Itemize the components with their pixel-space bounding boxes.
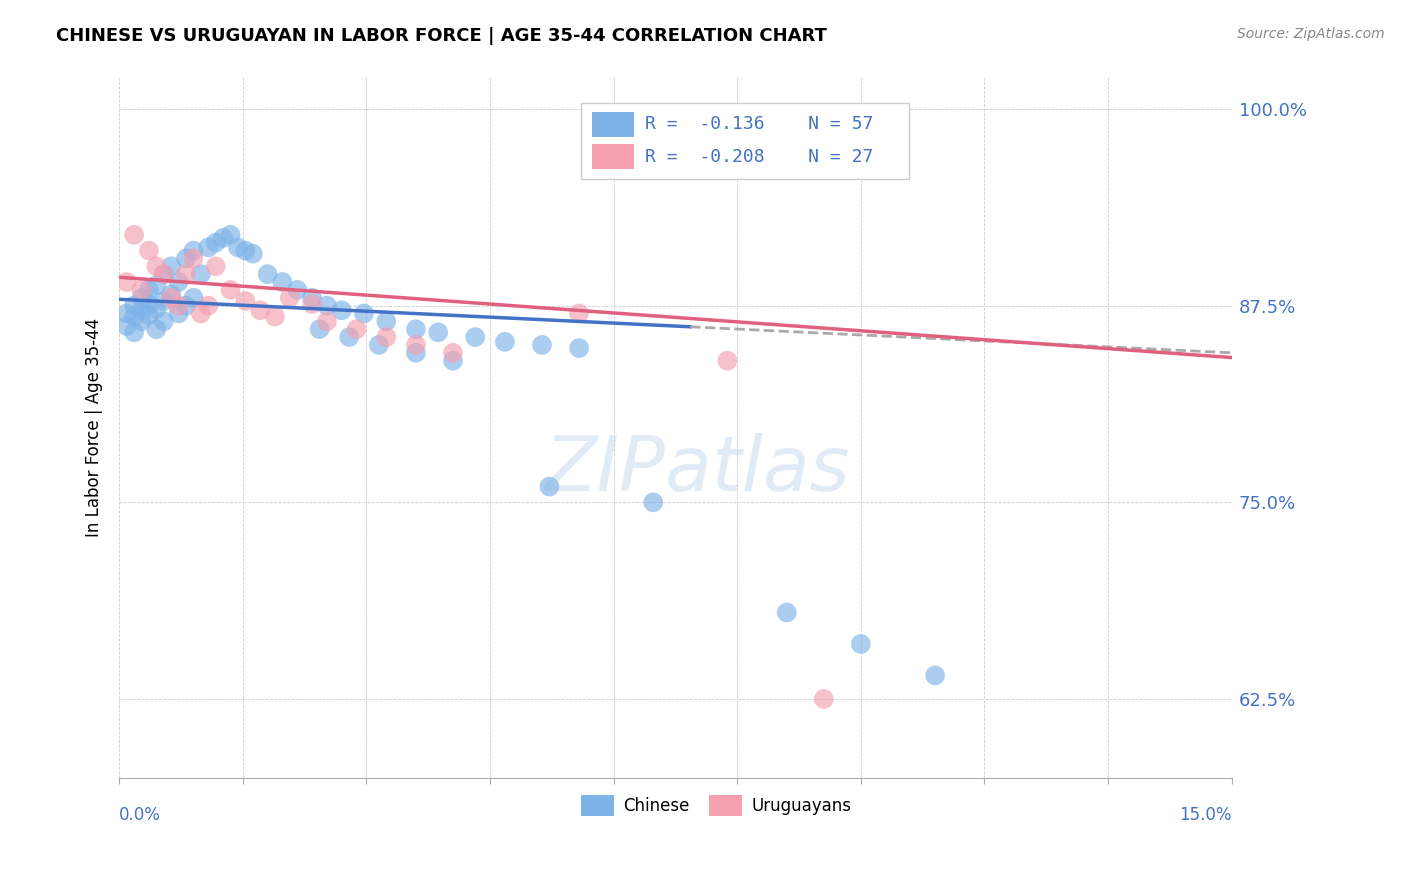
Text: ZIPatlas: ZIPatlas (546, 433, 851, 507)
Text: Source: ZipAtlas.com: Source: ZipAtlas.com (1237, 27, 1385, 41)
Point (204, 260, 226, 274)
Point (122, 310, 145, 324)
Text: Chinese: Chinese (623, 797, 689, 814)
Point (160, 260, 183, 274)
Point (776, 606, 799, 620)
Point (233, 244, 256, 258)
Point (285, 283, 308, 297)
Point (330, 303, 353, 318)
FancyBboxPatch shape (592, 144, 634, 169)
Point (219, 283, 242, 297)
Text: 15.0%: 15.0% (1180, 806, 1232, 824)
Point (242, 246, 264, 260)
Point (346, 322, 368, 336)
Point (174, 252, 197, 266)
Point (924, 668, 946, 682)
Point (190, 306, 212, 320)
FancyBboxPatch shape (592, 112, 634, 137)
Point (152, 314, 174, 328)
Point (131, 314, 153, 328)
Point (138, 244, 160, 258)
Point (131, 303, 153, 318)
Point (190, 267, 212, 281)
Point (405, 346, 427, 360)
Point (375, 314, 398, 328)
Point (183, 244, 205, 258)
Point (212, 231, 235, 245)
Point (271, 275, 294, 289)
Point (138, 308, 160, 322)
Point (308, 322, 330, 336)
Point (152, 293, 174, 308)
FancyBboxPatch shape (709, 795, 742, 816)
Text: R =  -0.208    N = 27: R = -0.208 N = 27 (645, 147, 873, 166)
Point (256, 267, 278, 281)
Point (204, 235, 226, 250)
Point (160, 291, 183, 305)
Point (145, 322, 167, 336)
Point (716, 353, 738, 368)
Point (264, 310, 287, 324)
Point (145, 278, 167, 293)
Point (494, 334, 516, 349)
Point (115, 275, 138, 289)
Point (122, 326, 145, 340)
Point (849, 637, 872, 651)
Point (813, 692, 835, 706)
Point (197, 240, 219, 254)
Point (138, 283, 160, 297)
Point (197, 299, 219, 313)
Point (278, 291, 301, 305)
Point (249, 303, 271, 318)
Point (145, 301, 167, 316)
Text: R =  -0.136    N = 57: R = -0.136 N = 57 (645, 115, 873, 134)
Point (174, 299, 197, 313)
Point (367, 338, 389, 352)
Point (160, 287, 183, 301)
Point (538, 479, 561, 493)
Point (145, 260, 167, 274)
Point (405, 338, 427, 352)
Point (316, 314, 339, 328)
Point (115, 319, 138, 334)
Point (405, 322, 427, 336)
Point (152, 267, 174, 281)
Text: 0.0%: 0.0% (120, 806, 162, 824)
Text: CHINESE VS URUGUAYAN IN LABOR FORCE | AGE 35-44 CORRELATION CHART: CHINESE VS URUGUAYAN IN LABOR FORCE | AG… (56, 27, 827, 45)
Point (375, 330, 398, 344)
Point (530, 338, 553, 352)
Point (174, 267, 197, 281)
Point (167, 299, 190, 313)
Text: Uruguayans: Uruguayans (751, 797, 851, 814)
Point (427, 326, 450, 340)
Point (138, 297, 160, 311)
Point (167, 306, 190, 320)
Point (115, 306, 138, 320)
Point (316, 299, 339, 313)
Point (226, 240, 249, 254)
Point (233, 293, 256, 308)
Point (337, 330, 360, 344)
Point (301, 291, 323, 305)
Point (568, 306, 591, 320)
Y-axis label: In Labor Force | Age 35-44: In Labor Force | Age 35-44 (86, 318, 103, 537)
Point (568, 341, 591, 355)
Point (131, 283, 153, 297)
FancyBboxPatch shape (581, 795, 614, 816)
Point (219, 227, 242, 242)
Point (167, 275, 190, 289)
Point (464, 330, 486, 344)
Point (441, 353, 464, 368)
Point (122, 227, 145, 242)
Point (441, 346, 464, 360)
Point (122, 299, 145, 313)
Point (131, 291, 153, 305)
Point (301, 297, 323, 311)
Point (183, 291, 205, 305)
Point (353, 306, 375, 320)
FancyBboxPatch shape (581, 103, 910, 179)
Point (152, 267, 174, 281)
Point (183, 252, 205, 266)
Point (643, 495, 665, 509)
